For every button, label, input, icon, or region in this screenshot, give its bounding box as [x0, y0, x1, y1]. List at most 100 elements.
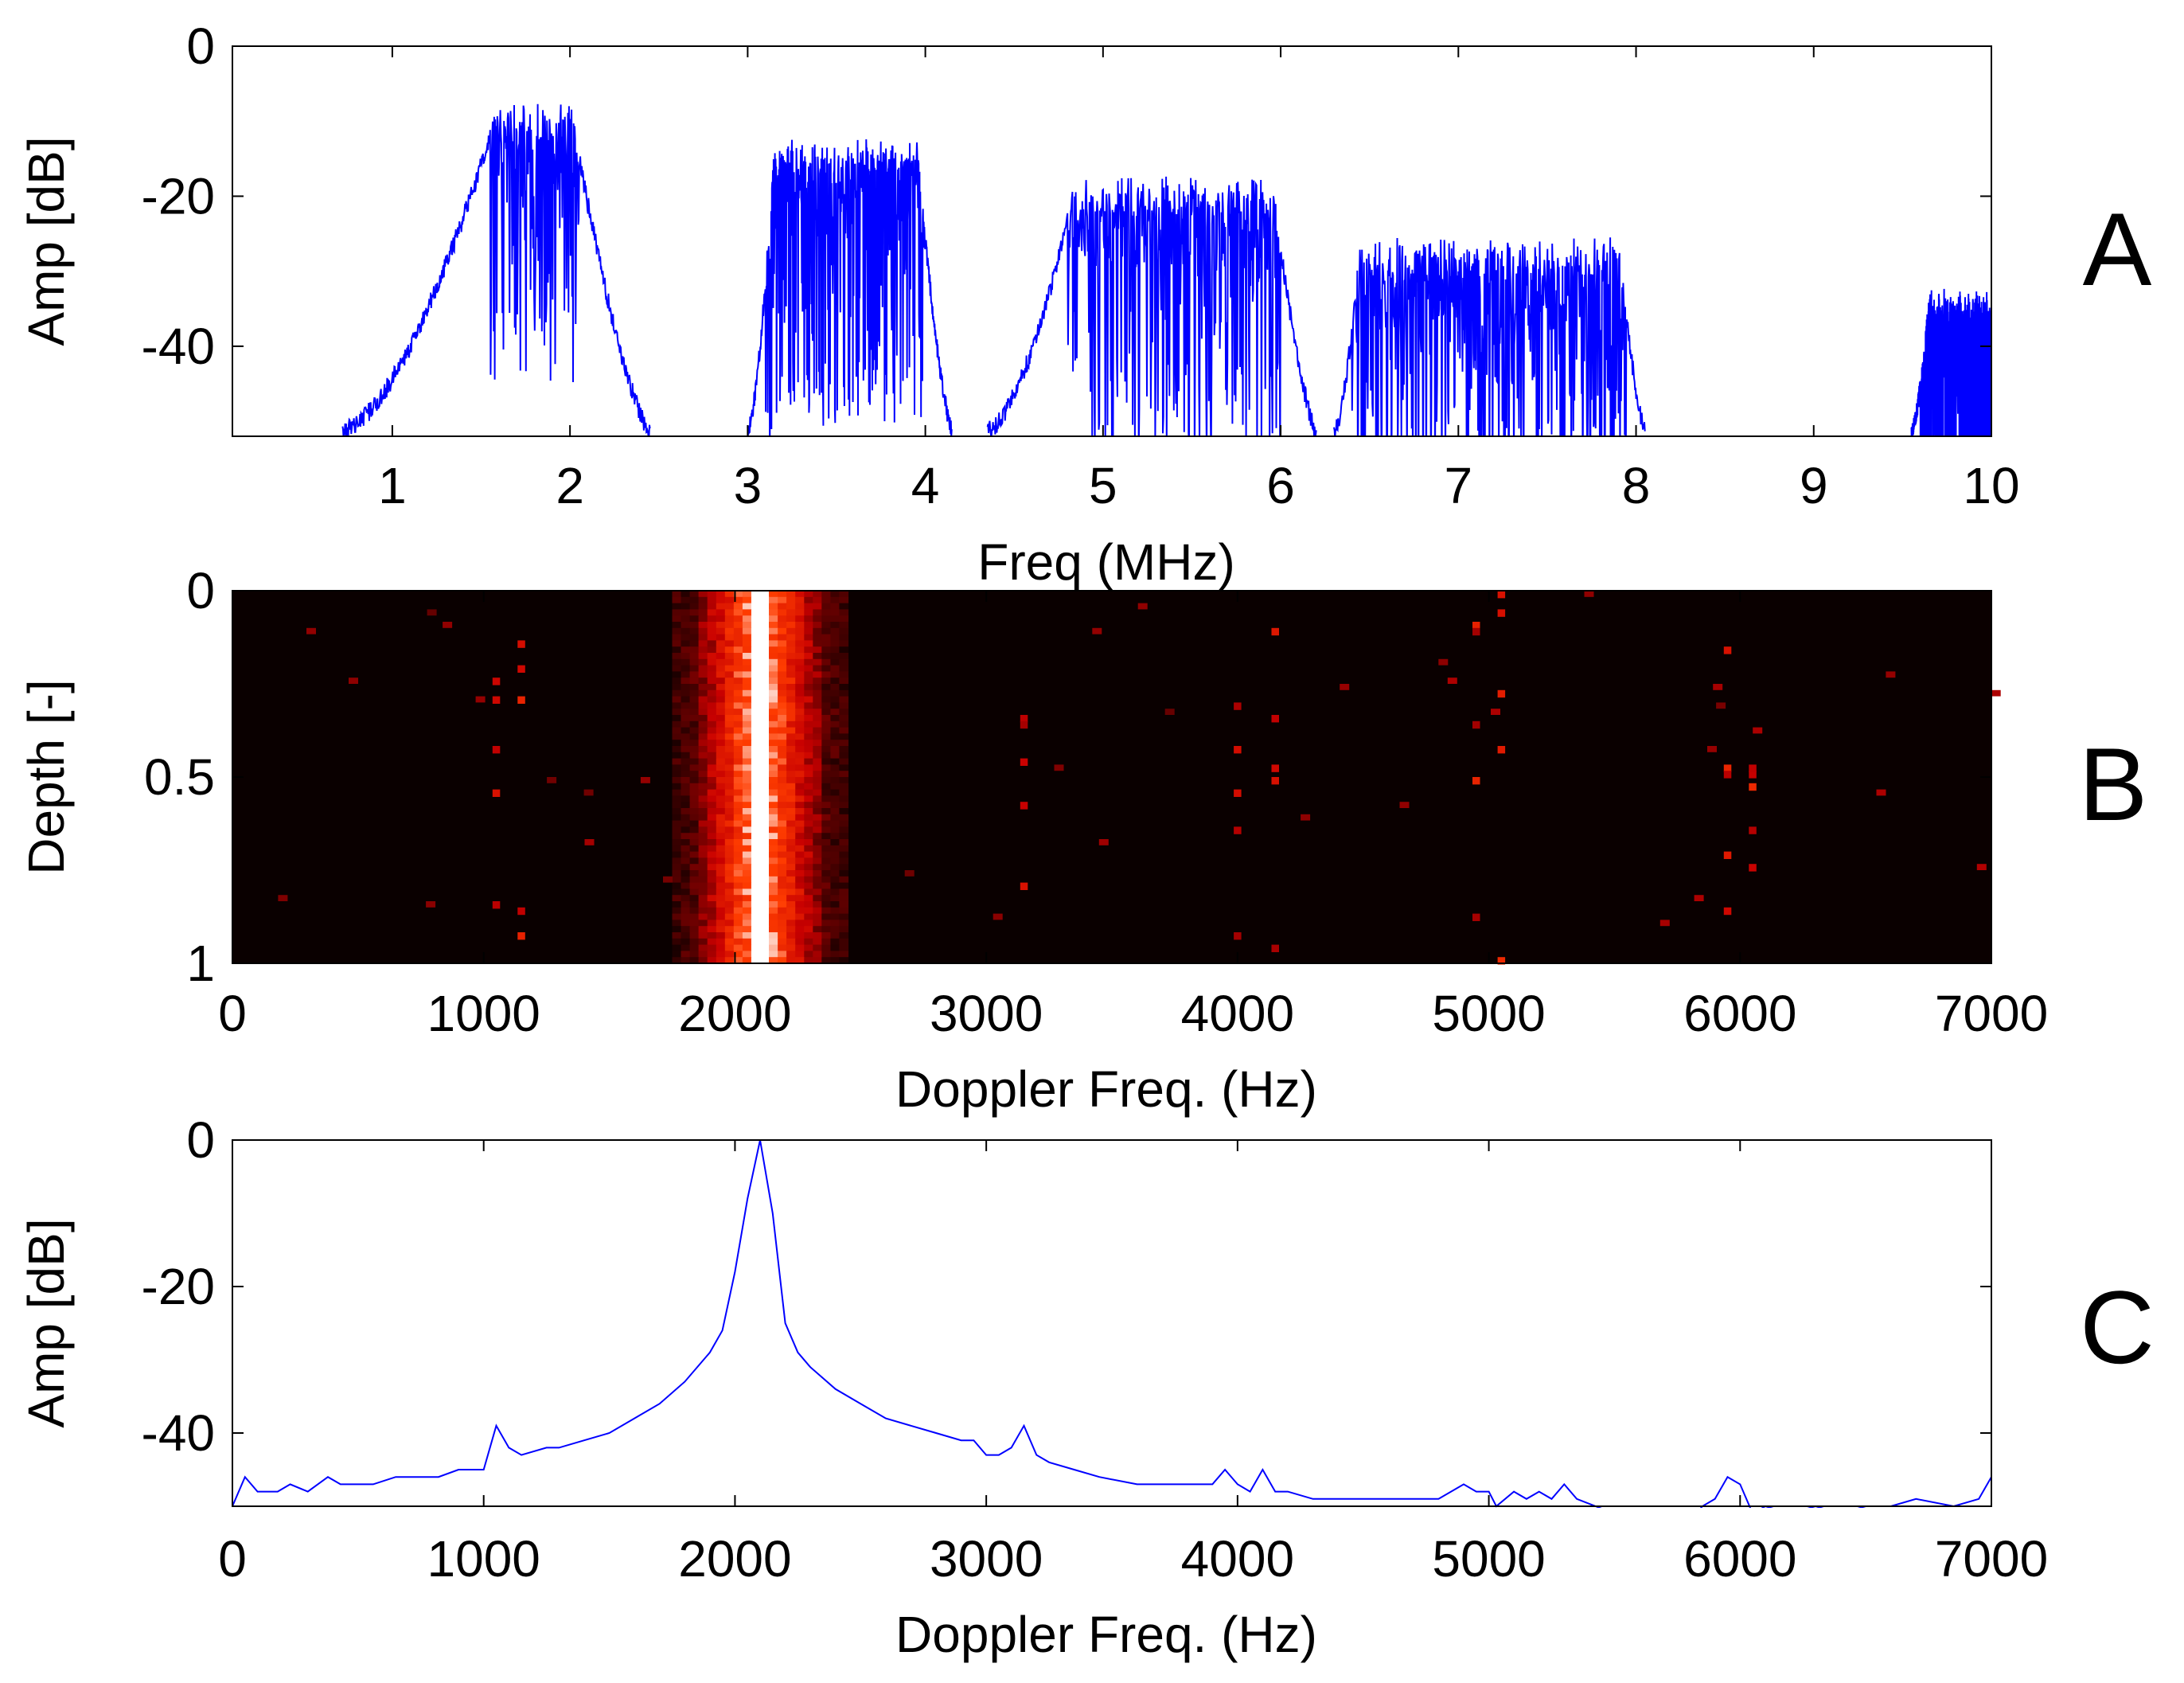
panel-b-heat-cell [689, 740, 700, 747]
panel-b-heat-cell [760, 795, 770, 802]
panel-b-heat-cell [786, 789, 796, 796]
panel-b-heat-cell [769, 839, 778, 846]
panel-b-heat-cell [681, 702, 691, 709]
panel-b-heat-cell [804, 864, 813, 871]
panel-b-heat-cell [760, 591, 770, 598]
panel-b-heat-cell [830, 758, 840, 765]
panel-b-heat-cell [698, 752, 708, 759]
panel-b-heat-cell [724, 789, 735, 796]
panel-b-heat-cell [786, 888, 796, 896]
panel-b-heat-cell [707, 746, 717, 753]
panel-b-minor-hotspot [1271, 777, 1279, 785]
panel-a-xtick-label: 2 [556, 457, 584, 514]
panel-b-heat-cell [733, 720, 743, 728]
panel-b-heat-cell [839, 795, 849, 802]
panel-b-heat-cell [742, 627, 752, 635]
panel-b-heat-cell [672, 920, 682, 927]
panel-b-heat-cell [707, 920, 717, 927]
panel-b-heat-cell [795, 876, 805, 884]
panel-b-heat-cell [742, 857, 752, 865]
panel-b-heat-cell [716, 653, 726, 660]
panel-b-heat-cell [672, 677, 682, 685]
panel-b-heat-cell [786, 696, 796, 703]
panel-b-heat-cell [698, 720, 708, 728]
panel-b-minor-hotspot [1472, 777, 1480, 785]
panel-b-heat-cell [760, 684, 770, 691]
panel-b-heat-cell [698, 764, 708, 771]
panel-b-heat-cell [724, 826, 735, 834]
panel-b-heat-cell [830, 771, 840, 778]
panel-b-heat-cell [760, 907, 770, 915]
panel-b-heat-cell [778, 596, 787, 604]
panel-b-heat-cell [760, 596, 770, 604]
panel-b-heat-cell [830, 845, 840, 853]
panel-b-heat-cell [769, 802, 778, 809]
panel-b-heat-cell [760, 851, 770, 858]
panel-b-heat-cell [698, 740, 708, 747]
panel-b-heat-cell [733, 684, 743, 691]
panel-b-heat-cell [716, 658, 726, 666]
panel-b-heat-cell [672, 758, 682, 765]
panel-b-heat-cell [795, 609, 805, 616]
panel-b-heat-cell [724, 795, 735, 802]
panel-b-heat-cell [769, 665, 778, 672]
panel-b-heat-cell [689, 596, 700, 604]
panel-b-minor-hotspot [1749, 826, 1757, 834]
panel-b-heat-cell [672, 808, 682, 815]
panel-b-heat-cell [786, 771, 796, 778]
panel-b-heat-cell [830, 864, 840, 871]
panel-b-ytick-label: 0 [186, 562, 215, 619]
panel-b-heat-cell [672, 851, 682, 858]
panel-b-speck [583, 789, 594, 796]
panel-b-heat-cell [786, 720, 796, 728]
panel-b-heat-cell [724, 882, 735, 889]
panel-b-heat-cell [716, 771, 726, 778]
panel-b-heat-cell [795, 833, 805, 840]
panel-b-heat-cell [839, 808, 849, 815]
panel-b-heat-cell [795, 870, 805, 877]
panel-b-heat-cell [716, 777, 726, 784]
panel-b-heat-cell [716, 783, 726, 791]
panel-b-heat-cell [830, 591, 840, 598]
panel-b-heat-cell [716, 932, 726, 939]
panel-b-heat-cell [760, 727, 770, 734]
panel-b-heat-cell [830, 627, 840, 635]
panel-b-heat-cell [760, 870, 770, 877]
panel-b-heat-cell [830, 957, 840, 964]
panel-b-heat-cell [778, 944, 787, 951]
panel-b-heat-cell [742, 746, 752, 753]
panel-b-heat-cell [813, 684, 822, 691]
panel-b-heat-cell [672, 709, 682, 716]
panel-b-minor-hotspot [1497, 957, 1506, 965]
panel-b-heat-cell [672, 789, 682, 796]
panel-b-heat-cell [830, 857, 840, 865]
panel-b-heat-cell [681, 684, 691, 691]
panel-b-heat-cell [707, 653, 717, 660]
panel-a-xtick-label: 10 [1963, 457, 2019, 514]
panel-c-xtick-label: 7000 [1935, 1530, 2048, 1587]
panel-b-heat-cell [760, 640, 770, 647]
panel-b-heat-cell [795, 920, 805, 927]
panel-b-heat-cell [672, 622, 682, 629]
panel-b-heat-cell [689, 913, 700, 920]
panel-b-heat-cell [698, 814, 708, 822]
panel-b-heat-cell [813, 727, 822, 734]
panel-b-heat-cell [724, 689, 735, 697]
panel-b-heat-cell [689, 771, 700, 778]
panel-b-heat-cell [804, 596, 813, 604]
panel-b-heat-cell [769, 677, 778, 685]
panel-b-heat-cell [716, 857, 726, 865]
panel-b-heat-cell [672, 814, 682, 822]
panel-b-heat-cell [786, 913, 796, 920]
panel-b-heat-cell [689, 814, 700, 822]
panel-b-heat-cell [689, 665, 700, 672]
panel-b-heat-cell [778, 634, 787, 641]
panel-b-heat-cell [698, 677, 708, 685]
panel-b-heat-cell [760, 646, 770, 654]
panel-b-heat-cell [751, 870, 761, 877]
panel-b-heat-cell [681, 758, 691, 765]
panel-b-heat-cell [760, 677, 770, 685]
panel-b-heat-cell [795, 740, 805, 747]
panel-b-heat-cell [751, 627, 761, 635]
panel-b-heat-cell [769, 913, 778, 920]
